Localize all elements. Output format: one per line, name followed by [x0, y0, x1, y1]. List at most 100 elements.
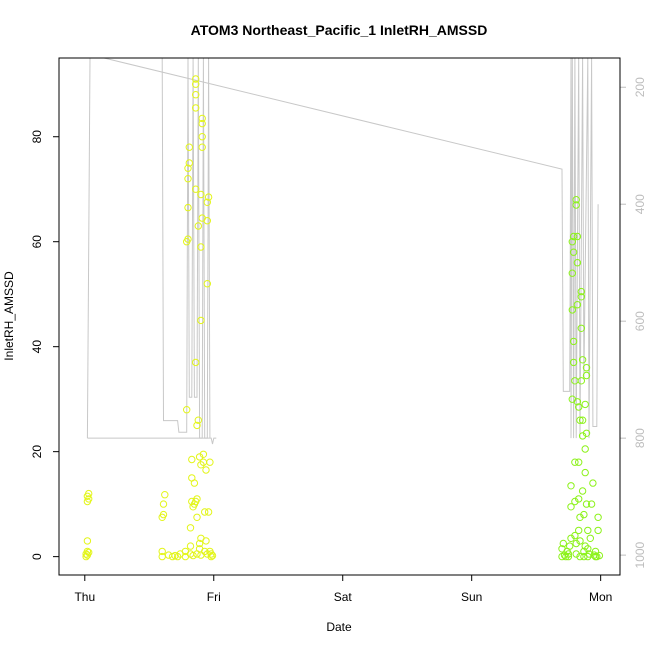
data-point	[580, 510, 588, 519]
data-point	[582, 429, 591, 437]
data-point	[587, 500, 596, 508]
data-point	[203, 550, 212, 558]
data-point	[201, 508, 209, 516]
data-point	[85, 548, 93, 557]
data-point	[572, 539, 580, 548]
data-point	[575, 495, 583, 503]
data-point	[573, 301, 582, 309]
data-point	[559, 539, 567, 548]
data-point	[571, 377, 579, 385]
data-point	[204, 508, 213, 516]
data-point	[85, 489, 93, 498]
data-point	[207, 550, 215, 558]
y-tick-label: 80	[30, 130, 44, 144]
y-tick-label: 0	[30, 553, 44, 560]
data-point	[202, 466, 210, 474]
data-point	[569, 337, 578, 346]
data-point	[577, 324, 585, 332]
data-point	[184, 164, 192, 172]
y2-tick-label: 1000	[633, 541, 647, 568]
data-point	[203, 198, 212, 207]
data-point	[158, 547, 166, 556]
data-point	[573, 398, 582, 406]
data-point	[198, 133, 206, 141]
data-point	[206, 458, 214, 466]
data-point	[202, 537, 210, 545]
plot-frame	[58, 57, 621, 576]
data-point	[197, 461, 205, 469]
data-point	[198, 114, 206, 123]
data-point	[193, 513, 201, 521]
data-point	[594, 526, 602, 535]
data-point	[197, 316, 205, 325]
data-point	[576, 552, 584, 561]
data-point	[568, 269, 576, 277]
data-point	[198, 119, 206, 128]
data-point	[186, 542, 195, 550]
data-point	[161, 491, 169, 499]
data-point	[184, 203, 192, 212]
data-point	[193, 421, 201, 430]
y2-tick-label: 600	[633, 311, 647, 331]
data-point	[584, 526, 592, 535]
data-point	[568, 306, 576, 314]
data-point	[195, 539, 204, 548]
y2-tick-label: 800	[633, 428, 647, 448]
data-point	[83, 537, 92, 545]
data-point	[578, 416, 587, 424]
data-point	[207, 552, 215, 561]
data-point	[569, 232, 578, 241]
data-point	[584, 545, 592, 553]
data-point	[203, 280, 212, 288]
data-point	[586, 534, 594, 542]
data-point	[578, 356, 587, 364]
data-point	[582, 371, 591, 380]
data-point	[575, 458, 583, 466]
data-point	[195, 453, 204, 461]
data-point	[567, 482, 575, 490]
y-tick-label: 60	[30, 235, 44, 249]
data-point	[582, 364, 591, 372]
data-point	[567, 503, 575, 511]
secondary-line-0	[87, 437, 217, 445]
data-point	[572, 201, 580, 209]
y-tick-label: 40	[30, 340, 44, 354]
x-tick-label: Mon	[589, 590, 612, 604]
data-point	[566, 542, 574, 550]
data-point	[197, 190, 205, 199]
chart-title: ATOM3 Northeast_Pacific_1 InletRH_AMSSD	[191, 22, 488, 38]
data-point	[564, 552, 573, 561]
data-point	[159, 510, 168, 519]
data-point	[568, 238, 576, 246]
data-point	[577, 377, 585, 385]
data-point	[204, 193, 213, 201]
data-point	[569, 248, 578, 256]
data-point	[85, 495, 93, 503]
data-point	[571, 531, 579, 540]
data-point	[589, 479, 597, 487]
x-axis-label: Date	[326, 620, 352, 634]
data-point	[197, 551, 205, 559]
data-point	[560, 551, 569, 559]
data-point	[192, 91, 200, 99]
data-point	[576, 537, 584, 545]
data-point	[578, 432, 587, 440]
data-point	[173, 552, 182, 561]
plot-layer: Thu Fri Sat Sun Mon 0 20 40 60 80 200 400 600 800 1000	[30, 57, 647, 604]
x-tick-label: Thu	[74, 590, 95, 604]
data-point	[208, 551, 217, 560]
data-point	[595, 551, 604, 560]
data-point	[194, 222, 203, 230]
data-point	[192, 104, 200, 112]
data-point	[186, 524, 195, 532]
data-point	[573, 232, 582, 241]
secondary-line-2	[86, 57, 599, 439]
data-point	[193, 495, 201, 503]
data-point	[192, 185, 200, 193]
data-point	[183, 406, 191, 414]
data-point	[185, 143, 194, 151]
data-point	[569, 358, 578, 367]
data-point	[192, 80, 200, 88]
data-point	[192, 358, 200, 367]
data-point	[192, 75, 200, 83]
